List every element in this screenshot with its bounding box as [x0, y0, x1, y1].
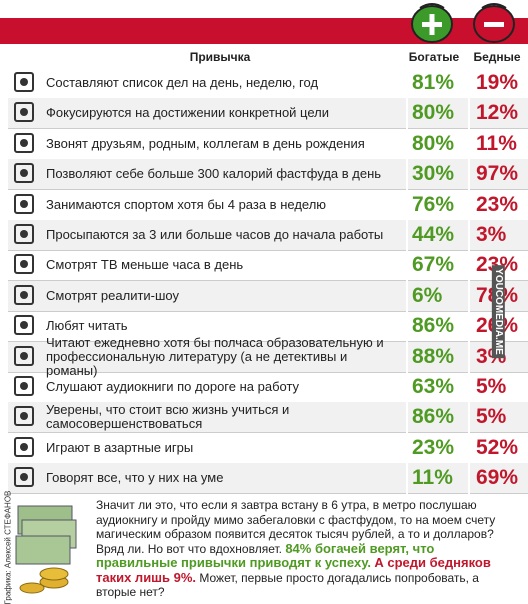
- habit: Смотрят реалити-шоу: [46, 287, 180, 303]
- credit: Графика: Алексей СТЕФАНОВ: [3, 490, 13, 604]
- icon: [14, 102, 34, 123]
- rich-value: 30%: [412, 162, 455, 186]
- rich-value: 67%: [412, 253, 455, 277]
- text: Значит ли это, что если я завтра встану …: [96, 498, 496, 556]
- coins: [19, 582, 45, 594]
- row: Просыпаются за 3 или больше часов до нач…: [8, 220, 528, 251]
- poor-value: 3%: [476, 223, 507, 246]
- icon: [14, 254, 34, 275]
- icon: [14, 467, 34, 488]
- habit: Звонят друзьям, родным, коллегам в день …: [46, 135, 365, 151]
- watermark: YOUCOMEDIA.ME: [491, 265, 505, 358]
- poor-value: 5%: [476, 405, 507, 429]
- habit: Смотрят ТВ меньше часа в день: [46, 257, 244, 273]
- rich-value: 44%: [412, 223, 455, 246]
- row: Составляют список дел на день, неделю, г…: [8, 68, 528, 99]
- text: Может, первые просто догадались попробов…: [96, 570, 479, 600]
- habit: Слушают аудиокниги по дороге на работу: [46, 379, 300, 394]
- rich-value: 63%: [412, 375, 455, 398]
- money-icon: [15, 505, 77, 594]
- row: Смотрят ТВ меньше часа в день 67% 23%: [8, 250, 528, 282]
- poor-value: 12%: [476, 101, 519, 125]
- rich-value: 6%: [412, 283, 443, 307]
- row: Позволяют себе больше 300 калорий фастфу…: [8, 159, 528, 191]
- clasp: [481, 3, 507, 9]
- habit: Уверены, что стоит всю жизнь учиться и с…: [46, 402, 290, 432]
- icon: [14, 376, 34, 396]
- rich-value: 23%: [412, 435, 455, 459]
- row: Играют в азартные игры 23% 52%: [8, 433, 528, 464]
- poor-value: 19%: [476, 71, 519, 94]
- icon: [14, 406, 34, 427]
- row: Уверены, что стоит всю жизнь учиться и с…: [8, 402, 528, 434]
- poor-value: 23%: [470, 250, 528, 280]
- icon: [14, 72, 34, 92]
- poor-value: 11%: [476, 131, 517, 155]
- icon: [14, 193, 34, 214]
- poor-value: 23%: [476, 192, 519, 216]
- habit: Фокусируются на достижении конкретной це…: [46, 105, 330, 121]
- habit-header: Привычка: [189, 50, 251, 64]
- icon: [14, 163, 34, 184]
- rich-value: 88%: [412, 344, 455, 368]
- poor-value: 52%: [476, 435, 519, 459]
- rich-value: 86%: [412, 314, 455, 338]
- rich-value: 86%: [412, 405, 455, 429]
- habit: Занимаются спортом хотя бы 4 раза в неде…: [46, 196, 327, 212]
- icons: [411, 3, 515, 43]
- row: Фокусируются на достижении конкретной це…: [8, 98, 528, 130]
- habit: Составляют список дел на день, неделю, г…: [46, 75, 319, 90]
- poor-header: Бедные: [473, 50, 521, 64]
- habit: Говорят все, что у них на уме: [46, 470, 224, 486]
- poor-value: 5%: [476, 375, 507, 398]
- row: Занимаются спортом хотя бы 4 раза в неде…: [8, 190, 528, 221]
- habit: Любят читать: [46, 318, 128, 334]
- icon: [14, 132, 34, 153]
- separator: [406, 46, 408, 494]
- row: Звонят друзьям, родным, коллегам в день …: [8, 129, 528, 160]
- icon: [14, 284, 34, 305]
- row: Слушают аудиокниги по дороге на работу 63…: [8, 372, 528, 403]
- clasp: [419, 3, 445, 9]
- rich-value: 76%: [412, 192, 455, 216]
- rich-value: 81%: [412, 71, 455, 94]
- row: Говорят все, что у них на уме 11% 69%: [8, 463, 528, 495]
- icon: [14, 345, 34, 366]
- footer-text: Значит ли это, что если я завтра встану …: [96, 498, 518, 600]
- rich-value: 80%: [412, 131, 455, 155]
- coins: [39, 567, 69, 581]
- highlight: А среди бедняков таких лишь 9%.: [96, 555, 491, 585]
- separator: [468, 46, 470, 494]
- poor-value: 97%: [476, 162, 519, 186]
- bills: [15, 535, 71, 565]
- highlight: 84% богачей верят, что правильные привыч…: [96, 540, 435, 570]
- poor-value: 69%: [476, 466, 519, 490]
- plus: [429, 14, 435, 35]
- habit: Просыпаются за 3 или больше часов до нач…: [46, 227, 384, 242]
- habit: Читают ежедневно хотя бы полчаса образов…: [46, 334, 384, 378]
- habit: Играют в азартные игры: [46, 439, 194, 455]
- icon: [14, 436, 34, 457]
- minus: [484, 22, 504, 27]
- rich-value: 80%: [412, 101, 455, 125]
- icon: [14, 315, 34, 336]
- rich-value: 11%: [412, 466, 453, 490]
- row: Читают ежедневно хотя бы полчаса образов…: [8, 334, 528, 378]
- icon: [14, 224, 34, 244]
- rich-header: Богатые: [408, 50, 460, 64]
- habit: Позволяют себе больше 300 калорий фастфу…: [46, 166, 382, 182]
